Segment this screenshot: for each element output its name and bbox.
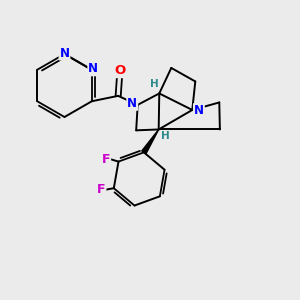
- Text: N: N: [88, 62, 98, 75]
- Text: N: N: [59, 46, 70, 60]
- Text: H: H: [161, 131, 170, 141]
- Text: N: N: [194, 104, 204, 117]
- Text: F: F: [97, 183, 106, 196]
- Text: H: H: [149, 79, 158, 89]
- Text: F: F: [102, 153, 110, 166]
- Text: O: O: [114, 64, 125, 77]
- Text: N: N: [127, 97, 137, 110]
- Polygon shape: [142, 130, 159, 154]
